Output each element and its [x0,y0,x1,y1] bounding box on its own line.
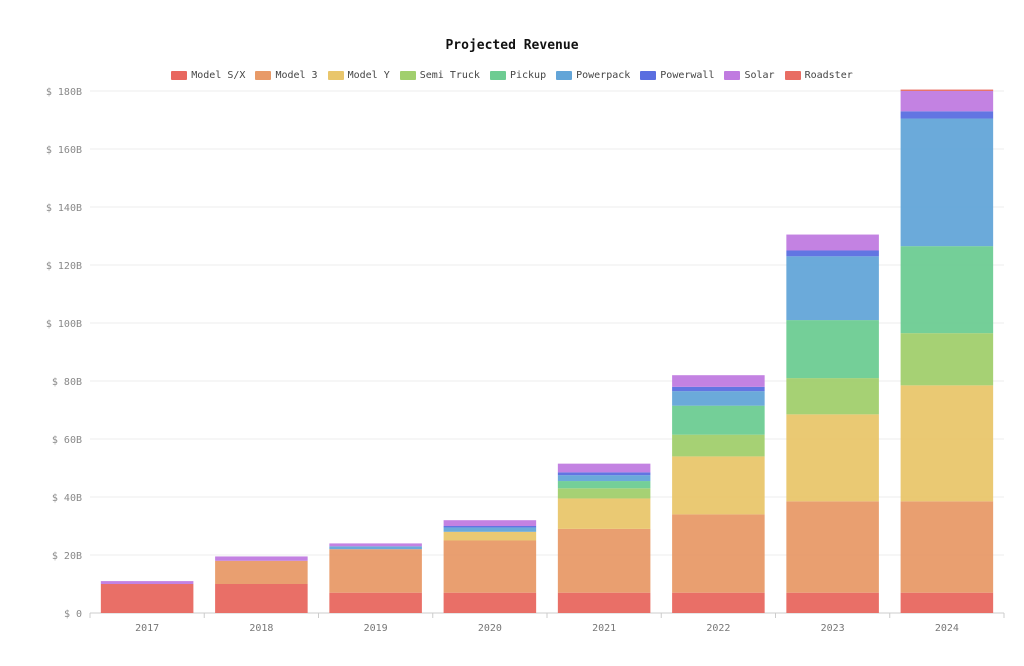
legend-swatch [489,71,506,80]
bar-segment [672,434,765,457]
y-tick-label: $ 160B [46,145,82,156]
y-tick-label: $ 60B [52,435,82,446]
legend-label: Powerpack [576,70,631,81]
x-tick-label: 2017 [135,623,159,634]
bar-segment [672,456,765,515]
bar-segment [329,592,422,613]
y-tick-label: $ 140B [46,203,82,214]
legend-swatch [556,71,573,80]
legend-label: Model S/X [191,70,246,81]
legend-swatch [327,71,344,80]
bar-segment [329,543,422,547]
bar-segment [786,256,879,321]
legend-item[interactable]: Model Y [327,70,390,81]
legend-item[interactable]: Powerwall [640,70,714,81]
bar-segment [215,560,308,584]
bar-segment [557,481,651,489]
legend-item[interactable]: Powerpack [556,70,630,81]
bar-segment [443,520,537,526]
bar-segment [900,91,994,112]
bar-segment [443,531,537,541]
x-tick-label: 2020 [478,623,502,634]
y-tick-label: $ 40B [52,493,82,504]
bar-segment [900,246,994,334]
bar-segment [557,498,651,529]
legend-label: Pickup [509,70,547,81]
y-tick-label: $ 180B [46,87,82,98]
legend-item[interactable]: Pickup [489,70,547,81]
bar-segment [100,581,194,584]
legend-swatch [255,71,272,80]
bar-segment [557,463,651,473]
bar-segment [900,592,994,613]
bar-segment [329,549,422,593]
bar-segment [215,556,308,561]
bar-segment [557,472,651,476]
bar-segment [786,320,879,379]
bar-segment [900,111,994,119]
bar-segment [672,375,765,387]
chart-legend: Model S/X Model 3 Model Y Semi Truck Pickup P… [0,70,1024,81]
bar-segment [443,592,537,613]
x-tick-label: 2022 [706,623,730,634]
x-tick-label: 2021 [592,623,616,634]
bar-segment [557,528,651,593]
bar-segment [786,234,879,251]
legend-label: Solar [744,70,775,81]
bar-segment [557,592,651,613]
y-tick-label: $ 120B [46,261,82,272]
bar-segment [786,501,879,593]
bar-segment [329,546,422,550]
legend-swatch [640,71,657,80]
bar-segment [672,592,765,613]
y-tick-label: $ 100B [46,319,82,330]
x-tick-label: 2019 [364,623,388,634]
bar-segment [443,526,537,528]
y-tick-label: $ 0 [64,609,82,620]
x-tick-label: 2024 [935,623,959,634]
legend-label: Model 3 [275,70,318,81]
legend-item[interactable]: Semi Truck [399,70,480,81]
bar-segment [900,118,994,247]
bar-segment [900,385,994,502]
bar-segment [672,405,765,435]
bar-segment [557,488,651,499]
legend-item[interactable]: Roadster [784,70,853,81]
bar-segment [443,527,537,532]
legend-item[interactable]: Solar [724,70,775,81]
bar-segment [557,475,651,482]
legend-item[interactable]: Model S/X [171,70,245,81]
y-tick-label: $ 80B [52,377,82,388]
bar-segment [672,386,765,392]
x-tick-label: 2018 [249,623,273,634]
legend-label: Semi Truck [419,70,480,81]
legend-label: Model Y [347,70,390,81]
legend-label: Powerwall [660,70,715,81]
chart-title: Projected Revenue [445,38,579,53]
legend-item[interactable]: Model 3 [255,70,318,81]
bar-segment [900,333,994,386]
x-tick-label: 2023 [821,623,845,634]
legend-swatch [171,71,188,80]
legend-swatch [784,71,801,80]
bar-segment [672,391,765,406]
legend-swatch [724,71,741,80]
bar-segment [900,89,994,91]
bar-segment [443,540,537,593]
bar-segment [786,378,879,415]
bar-segment [215,584,308,613]
bar-segment [672,514,765,593]
bar-segment [786,250,879,257]
bar-segment [100,584,194,613]
bar-segment [786,592,879,613]
legend-label: Roadster [804,70,853,81]
y-tick-label: $ 20B [52,551,82,562]
legend-swatch [399,71,416,80]
bar-segment [900,501,994,593]
bar-segment [786,414,879,502]
